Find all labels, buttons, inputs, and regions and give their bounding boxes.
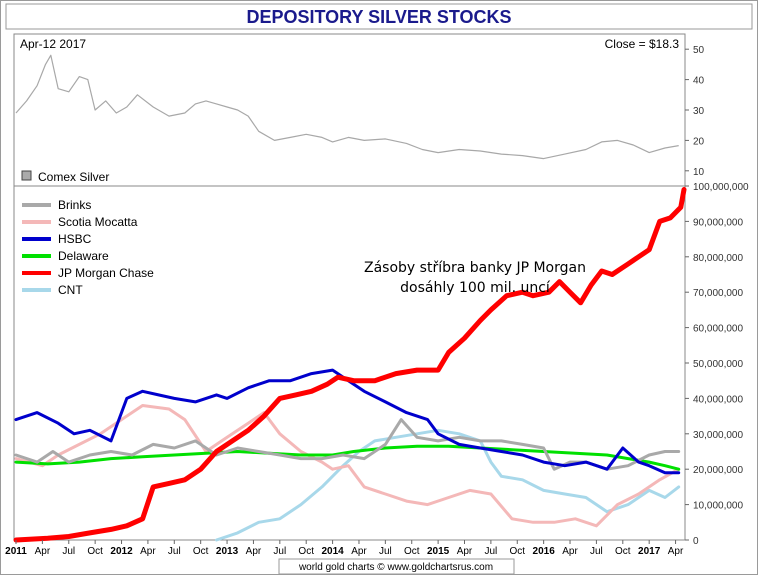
title-bar (5, 3, 753, 30)
chart-title: DEPOSITORY SILVER STOCKS (246, 7, 511, 27)
annotation-line-2: dosáhly 100 mil. uncí (400, 280, 551, 296)
xtick-label: Oct (509, 546, 525, 557)
close-label: Close = $18.3 (605, 37, 680, 51)
legend-label: CNT (58, 283, 83, 297)
xtick-label: Jul (273, 546, 286, 557)
xtick-label: Apr (562, 546, 578, 557)
xtick-label: 2016 (533, 546, 556, 557)
bottom-ytick-label: 100,000,000 (693, 182, 749, 193)
xtick-label: Jul (379, 546, 392, 557)
xtick-label: Jul (484, 546, 497, 557)
comex-legend-label: Comex Silver (38, 170, 109, 184)
xtick-label: Jul (590, 546, 603, 557)
top-ytick-label: 10 (693, 167, 705, 178)
bottom-ytick-label: 30,000,000 (693, 430, 743, 441)
series-line-jp-morgan-chase (13, 187, 687, 543)
bottom-y-axis: 0 10,000,000 20,000,000 30,000,000 40,000,00… (685, 182, 749, 547)
date-label: Apr-12 2017 (20, 37, 86, 51)
bottom-ytick-label: 50,000,000 (693, 359, 743, 370)
annotation-line-1: Zásoby stříbra banky JP Morgan (364, 260, 586, 276)
xtick-label: 2012 (110, 546, 133, 557)
top-ytick-label: 40 (693, 76, 705, 87)
legend-label: HSBC (58, 232, 92, 246)
series-line-cnt (215, 428, 681, 542)
top-y-axis: 10 20 30 40 50 (685, 45, 705, 178)
xtick-label: Jul (62, 546, 75, 557)
bottom-ytick-label: 60,000,000 (693, 324, 743, 335)
xtick-label: Oct (615, 546, 631, 557)
series-line-brinks (14, 418, 681, 471)
comex-silver-line (15, 54, 679, 160)
xtick-label: Apr (668, 546, 684, 557)
xtick-label: 2013 (216, 546, 239, 557)
bottom-series-group (13, 187, 687, 543)
xtick-label: Oct (404, 546, 420, 557)
xtick-label: 2017 (638, 546, 661, 557)
xtick-label: Jul (168, 546, 181, 557)
xtick-label: 2014 (321, 546, 344, 557)
top-panel (13, 33, 686, 187)
legend-label: Scotia Mocatta (58, 215, 138, 229)
credit-box (278, 558, 515, 575)
xtick-label: Oct (193, 546, 209, 557)
xtick-label: Apr (457, 546, 473, 557)
comex-legend-swatch (21, 170, 32, 181)
xtick-label: Apr (351, 546, 367, 557)
xtick-label: Oct (298, 546, 314, 557)
xtick-label: 2011 (5, 546, 27, 557)
bottom-ytick-label: 90,000,000 (693, 217, 743, 228)
xtick-label: Apr (35, 546, 51, 557)
legend-label: Delaware (58, 249, 109, 263)
xtick-label: 2015 (427, 546, 450, 557)
bottom-ytick-label: 70,000,000 (693, 288, 743, 299)
legend: Brinks Scotia Mocatta HSBC Delaware JP Morga… (22, 198, 154, 297)
credit: world gold charts © www.goldchartsrus.co… (298, 562, 493, 573)
xtick-label: Oct (87, 546, 103, 557)
top-ytick-label: 50 (693, 45, 705, 56)
x-axis: 2011 Apr Jul Oct 2012 Apr Jul Oct 2013 Apr Jul Oct 2… (5, 540, 684, 557)
series-line-delaware (14, 444, 681, 471)
xtick-label: Apr (140, 546, 156, 557)
top-series-group (15, 54, 679, 160)
legend-label: Brinks (58, 198, 91, 212)
bottom-ytick-label: 80,000,000 (693, 253, 743, 264)
bottom-panel (13, 185, 686, 541)
top-ytick-label: 20 (693, 136, 705, 147)
bottom-ytick-label: 40,000,000 (693, 394, 743, 405)
series-line-scotia-mocatta (14, 404, 681, 528)
bottom-ytick-label: 0 (693, 536, 699, 547)
top-ytick-label: 30 (693, 106, 705, 117)
xtick-label: Apr (246, 546, 262, 557)
bottom-ytick-label: 20,000,000 (693, 465, 743, 476)
legend-label: JP Morgan Chase (58, 266, 154, 280)
bottom-ytick-label: 10,000,000 (693, 501, 743, 512)
